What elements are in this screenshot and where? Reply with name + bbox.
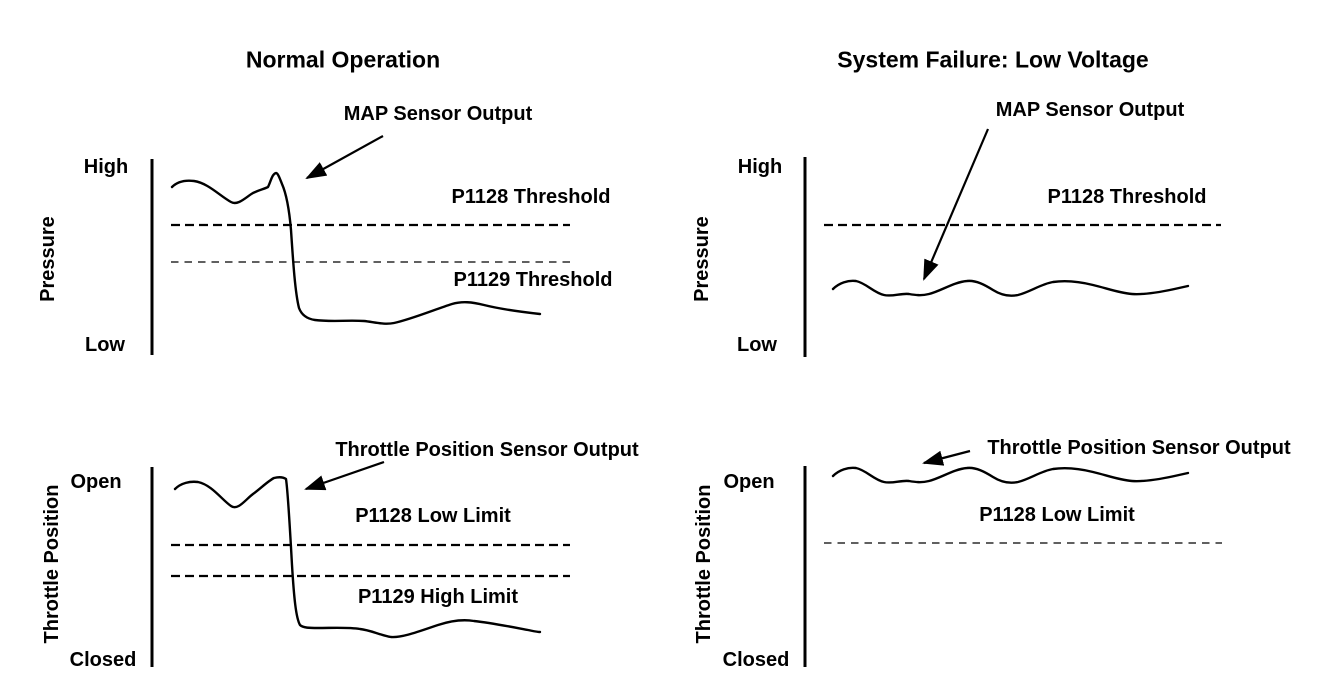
axis-title-pressure-failure: Pressure [691,216,713,302]
map-annotation-arrow-failure [922,128,990,281]
limit-label-p1128-low-failure: P1128 Low Limit [979,504,1135,526]
throttle-annotation-arrow-failure [922,449,971,466]
curve-label-map-failure: MAP Sensor Output [995,99,1185,121]
axis-label-high-failure: High [737,156,783,178]
axis-label-closed-normal: Closed [69,649,137,671]
curve-label-throttle-normal: Throttle Position Sensor Output [335,439,639,461]
throttle-sensor-curve-normal [173,476,542,639]
curve-label-throttle-failure: Throttle Position Sensor Output [987,437,1291,459]
axis-label-high-normal: High [83,156,129,178]
map-annotation-arrow-normal [305,135,384,179]
column-title-system-failure: System Failure: Low Voltage [837,46,1149,73]
threshold-label-p1128-normal: P1128 Threshold [451,186,611,208]
map-sensor-curve-normal [170,171,542,325]
throttle-sensor-curve-failure [831,466,1190,484]
axis-label-low-normal: Low [85,334,125,356]
axis-title-pressure-normal: Pressure [37,216,59,302]
axis-label-open-failure: Open [723,471,775,493]
column-title-normal-operation: Normal Operation [245,46,441,73]
limit-label-p1128-low-normal: P1128 Low Limit [355,505,511,527]
threshold-label-p1128-failure: P1128 Threshold [1047,186,1207,208]
axis-title-throttle-position-normal: Throttle Position [41,484,63,644]
throttle-annotation-arrow-normal [304,460,385,491]
axis-title-throttle-position-failure: Throttle Position [693,484,715,644]
threshold-label-p1129-normal: P1129 Threshold [453,269,613,291]
map-sensor-curve-failure [831,279,1190,297]
limit-label-p1129-high-normal: P1129 High Limit [357,586,519,608]
axis-label-low-failure: Low [737,334,777,356]
axis-label-closed-failure: Closed [722,649,790,671]
curve-label-map-normal: MAP Sensor Output [343,103,533,125]
axis-label-open-normal: Open [70,471,122,493]
